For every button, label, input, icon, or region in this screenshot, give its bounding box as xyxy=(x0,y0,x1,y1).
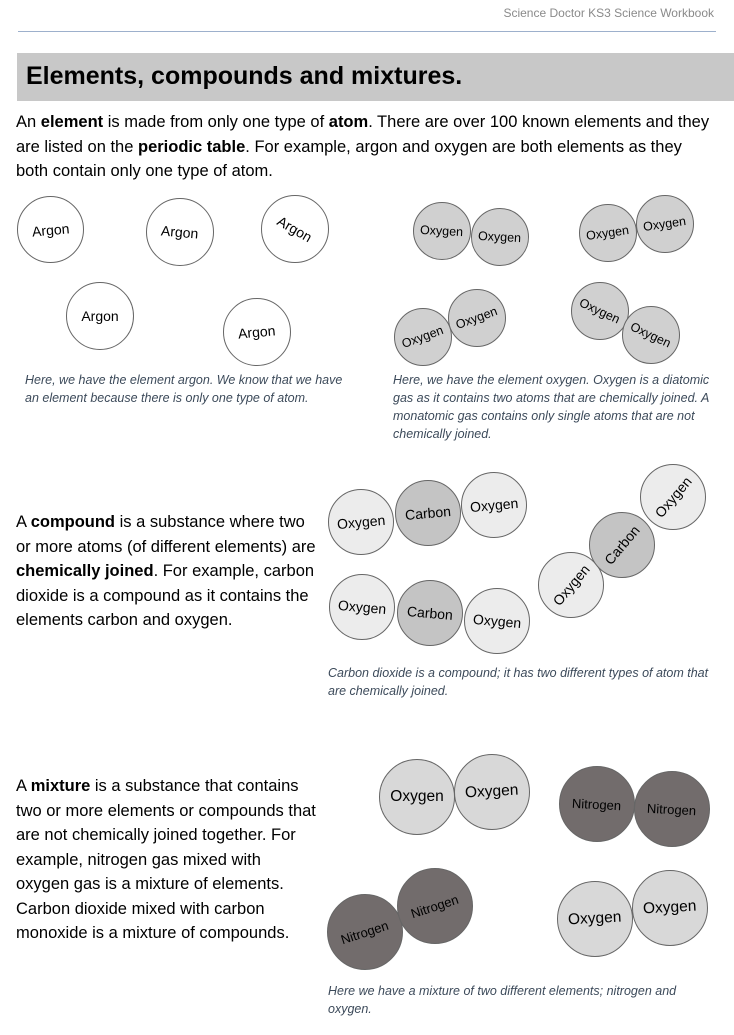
compound-caption: Carbon dioxide is a compound; it has two… xyxy=(328,666,709,698)
text: Oxygen xyxy=(642,897,698,918)
text: Oxygen xyxy=(567,908,623,929)
text: Carbon xyxy=(406,603,454,623)
text: Argon xyxy=(274,212,316,246)
text: is a substance that contains two or more… xyxy=(16,777,316,942)
text: Oxygen xyxy=(628,319,674,351)
text: Oxygen xyxy=(642,214,688,234)
text: . For example, carbon dioxide is a compo… xyxy=(16,562,315,629)
carbon-atom: Carbon xyxy=(395,480,461,546)
term-periodic-table: periodic table xyxy=(138,137,246,156)
nitrogen-atom: Nitrogen xyxy=(559,766,635,842)
text: . There are over 100 known elements and … xyxy=(16,113,710,156)
text: Oxygen xyxy=(651,473,695,521)
text: Oxygen xyxy=(472,610,522,632)
oxygen-atom: Oxygen xyxy=(571,282,629,340)
text: Argon xyxy=(81,308,119,324)
carbon-atom: Carbon xyxy=(397,580,463,646)
text: A xyxy=(16,513,31,531)
element-paragraph: An element is made from only one type of… xyxy=(16,110,716,184)
argon-atom: Argon xyxy=(261,195,329,263)
text: A xyxy=(16,777,31,795)
nitrogen-atom: Nitrogen xyxy=(397,868,473,944)
mixture-caption: Here we have a mixture of two different … xyxy=(328,984,677,1016)
oxygen-atom: Oxygen xyxy=(640,464,706,530)
text: Argon xyxy=(160,222,200,242)
text: is made from only one type of xyxy=(103,113,329,131)
term-compound: compound xyxy=(30,513,116,531)
text: is a substance where two or more atoms (… xyxy=(16,513,316,556)
term-atom: atom xyxy=(328,113,369,131)
oxygen-atom: Oxygen xyxy=(454,754,530,830)
text: Oxygen xyxy=(337,596,387,618)
argon-atom: Argon xyxy=(66,282,134,350)
text: Nitrogen xyxy=(409,891,461,921)
oxygen-atom: Oxygen xyxy=(461,472,527,538)
oxygen-atom: Oxygen xyxy=(632,870,708,946)
text: Oxygen xyxy=(420,222,464,240)
text: Oxygen xyxy=(400,323,446,351)
text: Nitrogen xyxy=(572,795,622,813)
term-mixture: mixture xyxy=(30,777,91,795)
oxygen-atom: Oxygen xyxy=(329,574,395,640)
argon-caption: Here, we have the element argon. We know… xyxy=(25,373,343,405)
text: Oxygen xyxy=(577,295,623,327)
text: Oxygen xyxy=(549,561,593,609)
oxygen-atom: Oxygen xyxy=(538,552,604,618)
oxygen-atom: Oxygen xyxy=(328,489,394,555)
nitrogen-atom: Nitrogen xyxy=(327,894,403,970)
page-title: Elements, compounds and mixtures. xyxy=(26,62,463,90)
oxygen-atom: Oxygen xyxy=(413,202,471,260)
oxygen-atom: Oxygen xyxy=(464,588,530,654)
text: Nitrogen xyxy=(339,917,391,947)
mixture-paragraph: A mixture is a substance that contains t… xyxy=(16,774,316,946)
oxygen-atom: Oxygen xyxy=(622,306,680,364)
oxygen-atom: Oxygen xyxy=(379,759,455,835)
oxygen-atom: Oxygen xyxy=(394,308,452,366)
text: Oxygen xyxy=(478,228,522,246)
text: Argon xyxy=(237,322,277,342)
text: Oxygen xyxy=(469,494,519,516)
oxygen-atom: Oxygen xyxy=(448,289,506,347)
text: Nitrogen xyxy=(647,800,697,818)
oxygen-atom: Oxygen xyxy=(636,195,694,253)
term-element: element xyxy=(40,113,104,131)
oxygen-caption: Here, we have the element oxygen. Oxygen… xyxy=(393,373,710,441)
nitrogen-atom: Nitrogen xyxy=(634,771,710,847)
text: An xyxy=(16,113,41,131)
text: Carbon xyxy=(601,522,643,568)
text: Oxygen xyxy=(464,781,520,802)
running-header: Science Doctor KS3 Science Workbook xyxy=(503,6,714,20)
argon-atom: Argon xyxy=(223,298,291,366)
text: Oxygen xyxy=(390,788,444,805)
compound-paragraph: A compound is a substance where two or m… xyxy=(16,510,316,633)
text: Oxygen xyxy=(454,304,500,332)
argon-atom: Argon xyxy=(146,198,214,266)
term-chemically-joined: chemically joined xyxy=(16,562,154,580)
text: Argon xyxy=(31,219,70,240)
title-bar xyxy=(17,53,734,101)
text: Oxygen xyxy=(585,223,631,243)
carbon-atom: Carbon xyxy=(589,512,655,578)
header-divider xyxy=(18,31,716,32)
oxygen-atom: Oxygen xyxy=(557,881,633,957)
argon-atom: Argon xyxy=(17,196,84,263)
text: Carbon xyxy=(404,503,452,523)
text: . For example, argon and oxygen are both… xyxy=(16,137,682,181)
oxygen-atom: Oxygen xyxy=(471,208,529,266)
oxygen-atom: Oxygen xyxy=(579,204,637,262)
text: Oxygen xyxy=(336,511,386,533)
